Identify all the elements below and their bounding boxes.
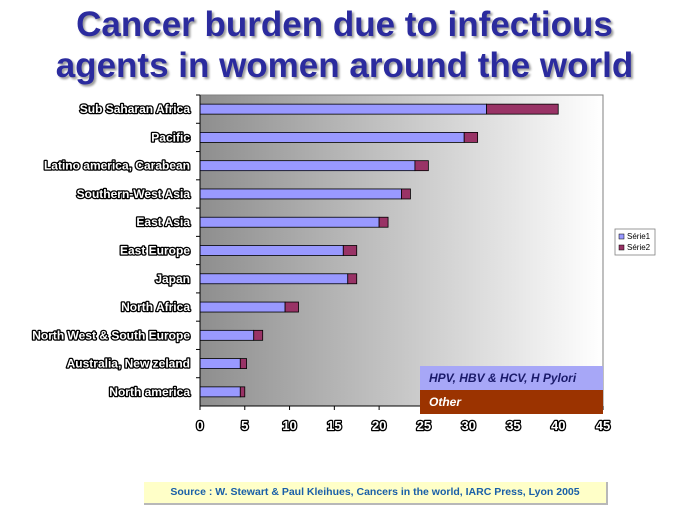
x-tick-label: 20 <box>372 418 386 433</box>
bar-serie2 <box>253 329 264 341</box>
legend-box <box>614 228 656 256</box>
legend-label: Série2 <box>627 243 651 252</box>
bar-serie2 <box>342 245 358 256</box>
title-line-1: Cancer burden due to infectious <box>76 5 613 44</box>
legend-swatch <box>618 244 625 251</box>
category-label: Sub Saharan Africa <box>80 102 191 116</box>
bar-serie1 <box>199 188 402 200</box>
x-tick-label: 35 <box>506 418 520 433</box>
bar-serie2 <box>414 160 429 172</box>
category-label: North West & South Europe <box>32 328 190 342</box>
category-label: East Asia <box>136 215 190 229</box>
bar-serie1 <box>199 301 286 313</box>
x-tick-label: 10 <box>282 418 296 433</box>
annotation-infectious-agents: HPV, HBV & HCV, H Pylori <box>420 366 603 390</box>
category-label: North america <box>109 385 190 399</box>
bar-serie1 <box>199 245 344 256</box>
bar-serie2 <box>463 132 479 143</box>
bar-serie2 <box>401 188 411 200</box>
bar-serie1 <box>199 386 241 398</box>
bar-serie1 <box>199 273 349 285</box>
bar-serie2 <box>284 301 299 313</box>
legend-swatch <box>618 233 625 240</box>
x-tick-label: 40 <box>551 418 565 433</box>
bar-serie1 <box>199 160 416 172</box>
bar-serie2 <box>239 386 246 398</box>
legend-label: Série1 <box>627 232 651 241</box>
category-label: Southern-West Asia <box>77 187 191 201</box>
bar-serie2 <box>347 273 358 285</box>
annotation-other: Other <box>420 390 603 414</box>
x-tick-label: 25 <box>417 418 431 433</box>
category-label: North Africa <box>121 300 190 314</box>
title-line-2: agents in women around the world <box>55 46 634 85</box>
bar-serie1 <box>199 103 487 115</box>
bar-serie1 <box>199 329 255 341</box>
bar-serie2 <box>239 358 247 369</box>
source-citation: Source : W. Stewart & Paul Kleihues, Can… <box>144 482 608 505</box>
bar-serie1 <box>199 358 241 369</box>
category-label: Pacific <box>151 130 190 144</box>
category-label: Australia, New zeland <box>67 357 190 371</box>
x-tick-label: 30 <box>461 418 475 433</box>
x-tick-label: 0 <box>196 418 203 433</box>
x-tick-label: 45 <box>596 418 610 433</box>
x-tick-label: 15 <box>327 418 341 433</box>
category-label: Latino america, Carabean <box>44 159 190 173</box>
x-tick-label: 5 <box>241 418 248 433</box>
category-label: East Europe <box>120 244 190 258</box>
bar-serie1 <box>199 132 465 143</box>
bar-serie2 <box>486 103 559 115</box>
bar-serie2 <box>378 216 389 228</box>
bar-serie1 <box>199 216 380 228</box>
category-label: Japan <box>155 272 190 286</box>
